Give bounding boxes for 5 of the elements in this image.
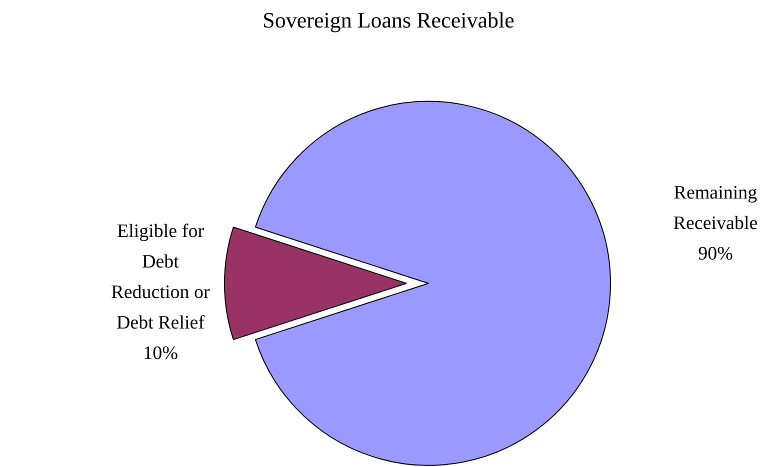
slice-label: Remaining Receivable <box>673 182 758 234</box>
data-label: 10% <box>143 342 178 364</box>
chart-title: Sovereign Loans Receivable <box>262 8 514 32</box>
data-label: 90% <box>698 243 734 264</box>
slice-label: Eligible for Debt Reduction or Debt Relief <box>111 221 211 334</box>
